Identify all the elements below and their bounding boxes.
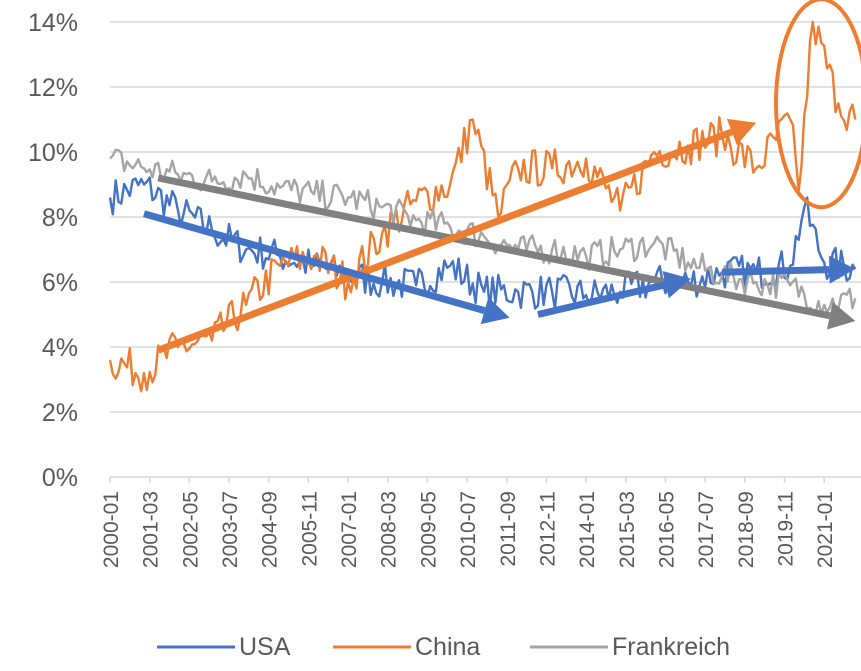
- y-tick-label: 12%: [28, 74, 78, 102]
- y-tick-label: 10%: [28, 139, 78, 167]
- trend-arrow: [722, 266, 830, 276]
- trend-arrow: [156, 128, 734, 354]
- x-tick-label: 2015-03: [616, 491, 639, 568]
- legend-label: USA: [239, 633, 291, 661]
- legend: USA China Frankreich: [157, 633, 730, 661]
- legend-label: China: [415, 633, 480, 661]
- x-tick-label: 2003-07: [219, 491, 242, 568]
- trend-arrow: [157, 174, 831, 320]
- gridlines: [110, 21, 861, 413]
- series-line-frankreich: [109, 148, 857, 316]
- y-axis-ticks: 0% 2% 4% 6% 8% 10% 12% 14%: [28, 9, 78, 492]
- trend-arrow: [143, 210, 486, 315]
- y-tick-label: 4%: [42, 334, 78, 362]
- trend-arrow: [537, 281, 667, 318]
- x-tick-label: 2005-11: [298, 491, 321, 567]
- y-tick-label: 6%: [42, 269, 78, 297]
- highlight-ellipse: [773, 0, 861, 210]
- x-tick-label: 2018-09: [735, 491, 758, 568]
- x-tick-label: 2000-01: [100, 491, 123, 568]
- x-tick-label: 2001-03: [140, 491, 163, 568]
- legend-label: Frankreich: [612, 633, 730, 661]
- y-tick-label: 2%: [42, 399, 78, 427]
- x-tick-label: 2009-05: [417, 491, 440, 568]
- series-line-china: [108, 20, 857, 393]
- x-tick-label: 2008-03: [378, 491, 401, 568]
- x-axis-ticks: 2000-01 2001-03 2002-05 2003-07 2004-09 2005-…: [100, 477, 837, 568]
- x-tick-label: 2014-01: [576, 491, 599, 568]
- y-tick-label: 8%: [42, 204, 78, 232]
- x-tick-label: 2010-07: [457, 491, 480, 568]
- x-tick-label: 2017-07: [695, 491, 718, 568]
- x-tick-label: 2004-09: [259, 491, 282, 568]
- y-tick-label: 0%: [42, 464, 78, 492]
- x-tick-label: 2007-01: [338, 491, 361, 568]
- y-tick-label: 14%: [28, 9, 78, 37]
- x-tick-label: 2012-11: [536, 491, 559, 567]
- x-tick-label: 2016-05: [655, 491, 678, 568]
- trend-arrowhead: [828, 255, 856, 284]
- trend-arrowhead: [827, 302, 856, 330]
- x-tick-label: 2021-01: [814, 491, 837, 568]
- series-line-usa: [108, 176, 857, 311]
- trend-arrowhead: [662, 271, 691, 299]
- series-lines: [108, 20, 857, 393]
- x-tick-label: 2011-09: [497, 491, 520, 567]
- annotations: [143, 0, 861, 354]
- trend-arrowhead: [726, 118, 757, 146]
- x-tick-label: 2002-05: [179, 491, 202, 568]
- trend-arrowhead: [480, 297, 510, 325]
- x-tick-label: 2019-11: [774, 491, 797, 567]
